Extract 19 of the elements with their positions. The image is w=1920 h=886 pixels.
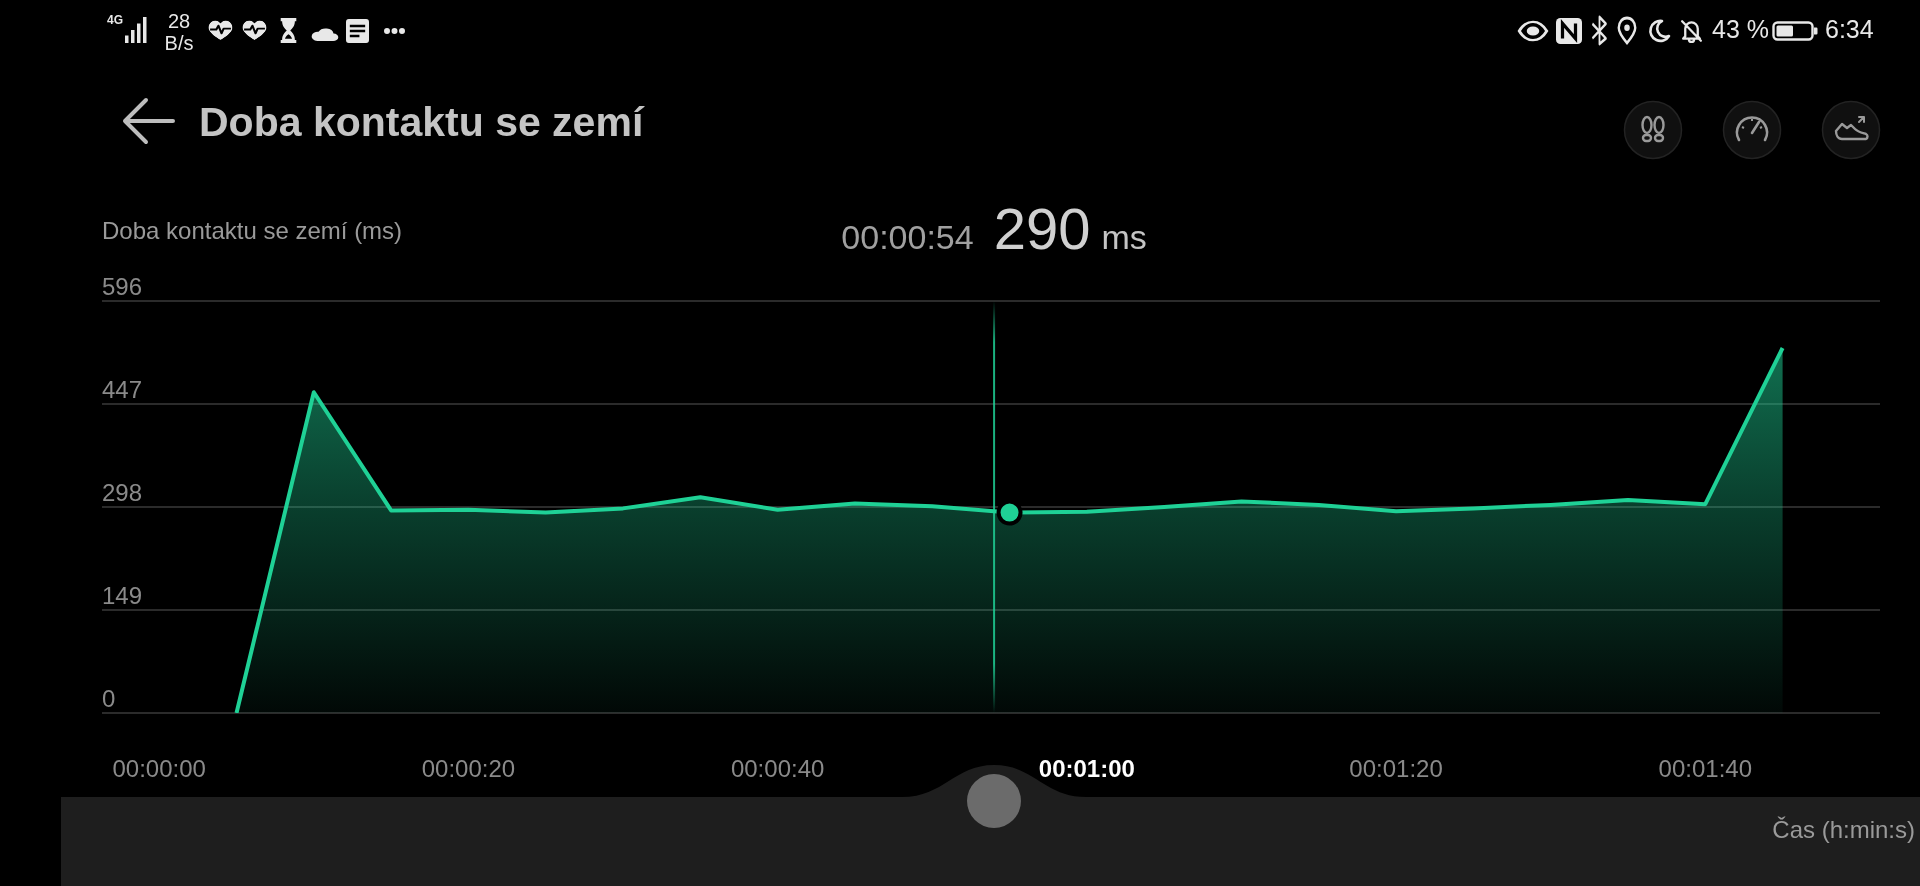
y-tick-label: 298 [102,478,143,506]
y-axis-title: Doba kontaktu se zemí (ms) [102,217,403,244]
x-tick-label: 00:00:00 [112,754,206,782]
text: 43 % [1712,15,1769,43]
text: 6:34 [1825,15,1874,43]
y-tick-label: 149 [102,581,143,609]
x-tick-label: 00:01:40 [1658,754,1752,782]
y-tick-label: 596 [102,272,143,300]
text: 00:00:54 290 ms [841,196,1147,261]
y-tick-label: 447 [102,375,143,403]
x-tick-label: 00:01:00 [1038,754,1135,782]
x-tick-label: 00:00:40 [730,754,825,782]
y-tick-label: 0 [102,684,116,712]
x-tick-label: 00:01:20 [1349,754,1443,782]
x-tick-label: 00:00:20 [421,754,516,782]
text: 28 B/s [164,10,194,54]
x-axis-title: Čas (h:min:s) [1772,816,1915,843]
chart-title: Doba kontaktu se zemí [199,99,644,145]
text: 4G [107,13,124,27]
